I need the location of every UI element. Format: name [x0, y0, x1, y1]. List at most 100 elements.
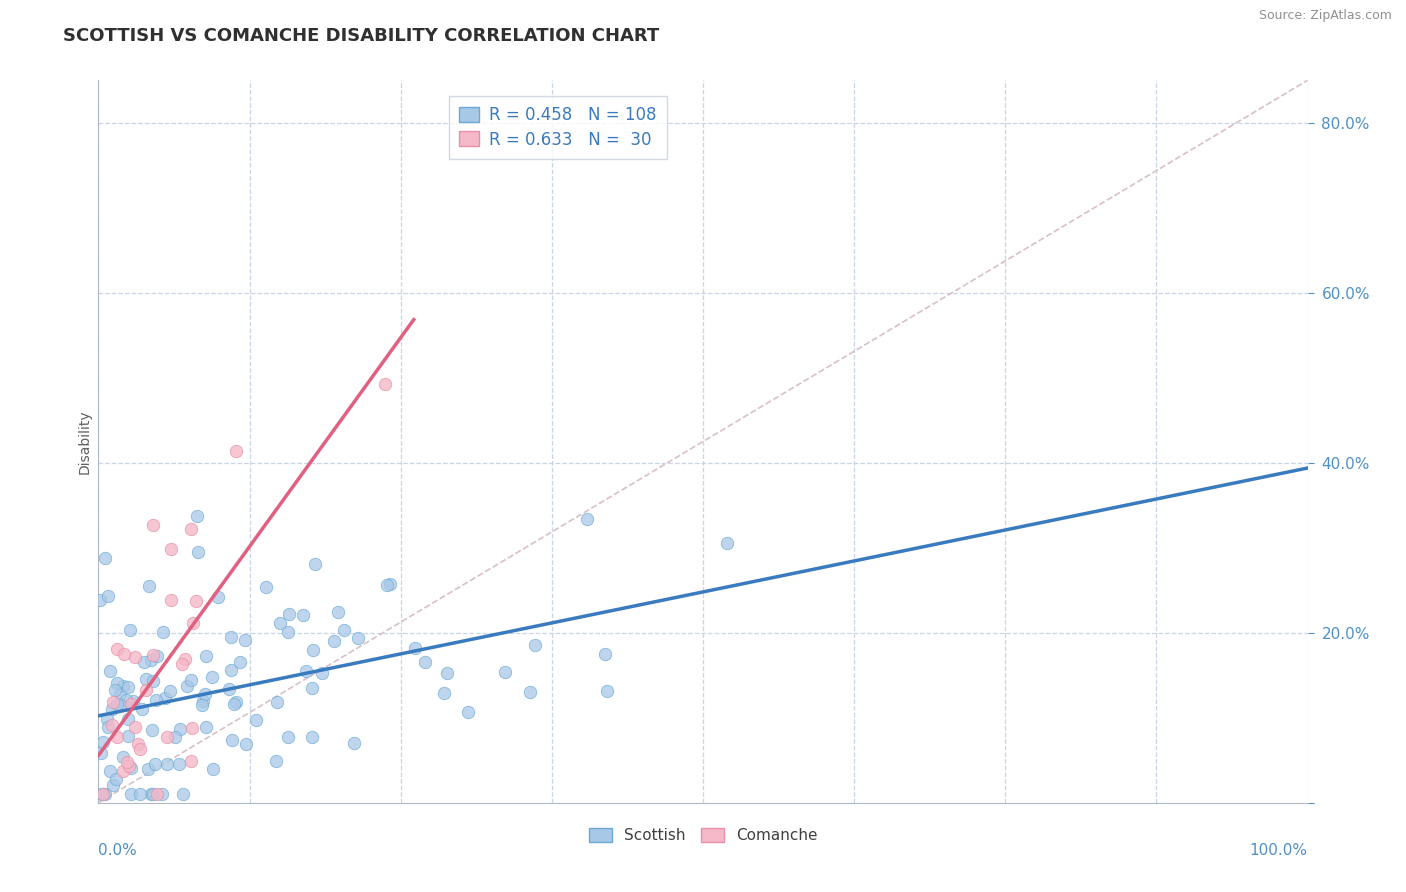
Point — [201, 670, 224, 684]
Point — [184, 594, 207, 608]
Point — [153, 691, 176, 706]
Point — [169, 757, 191, 772]
Point — [105, 675, 128, 690]
Point — [181, 616, 204, 631]
Point — [124, 649, 146, 664]
Point — [91, 787, 114, 801]
Point — [219, 663, 242, 677]
Point — [165, 731, 187, 745]
Point — [225, 443, 247, 458]
Point — [224, 698, 246, 712]
Point — [118, 758, 141, 772]
Point — [122, 693, 145, 707]
Point — [111, 764, 134, 778]
Text: SCOTTISH VS COMANCHE DISABILITY CORRELATION CHART: SCOTTISH VS COMANCHE DISABILITY CORRELAT… — [63, 27, 659, 45]
Point — [343, 736, 366, 750]
Point — [194, 688, 217, 702]
Point — [101, 718, 124, 732]
Point — [91, 787, 114, 801]
Point — [110, 698, 132, 712]
Point — [142, 673, 165, 688]
Point — [304, 558, 326, 572]
Point — [169, 722, 191, 736]
Point — [94, 787, 117, 801]
Point — [433, 686, 456, 700]
Point — [93, 787, 115, 801]
Point — [155, 757, 177, 772]
Point — [172, 787, 194, 801]
Point — [135, 682, 157, 697]
Point — [129, 787, 152, 801]
Point — [194, 649, 217, 664]
Point — [101, 701, 124, 715]
Point — [235, 737, 257, 751]
Point — [266, 695, 288, 709]
Point — [186, 509, 208, 524]
Point — [193, 694, 215, 708]
Point — [291, 607, 314, 622]
Point — [519, 684, 541, 698]
Point — [120, 787, 142, 801]
Point — [218, 681, 240, 696]
Point — [322, 634, 344, 648]
Point — [181, 721, 204, 735]
Point — [105, 730, 128, 744]
Point — [375, 578, 398, 592]
Point — [295, 664, 318, 678]
Point — [145, 787, 167, 801]
Point — [152, 624, 174, 639]
Point — [172, 657, 194, 672]
Point — [180, 673, 202, 687]
Point — [277, 731, 299, 745]
Point — [139, 653, 162, 667]
Point — [131, 702, 153, 716]
Point — [103, 779, 125, 793]
Point — [91, 734, 114, 748]
Point — [245, 713, 267, 727]
Point — [105, 642, 128, 657]
Legend: Scottish, Comanche: Scottish, Comanche — [582, 822, 824, 849]
Point — [97, 589, 120, 603]
Point — [117, 729, 139, 743]
Point — [145, 649, 167, 664]
Point — [593, 648, 616, 662]
Point — [596, 684, 619, 698]
Point — [225, 695, 247, 709]
Point — [277, 625, 299, 640]
Point — [105, 697, 128, 711]
Point — [202, 762, 225, 776]
Point — [141, 723, 163, 737]
Point — [494, 665, 516, 679]
Point — [110, 687, 132, 701]
Point — [145, 693, 167, 707]
Point — [404, 641, 426, 656]
Point — [269, 615, 291, 630]
Text: 100.0%: 100.0% — [1250, 843, 1308, 857]
Point — [117, 713, 139, 727]
Point — [135, 673, 157, 687]
Point — [89, 593, 111, 607]
Point — [129, 742, 152, 756]
Point — [139, 787, 162, 801]
Point — [159, 542, 181, 557]
Point — [221, 732, 243, 747]
Point — [328, 605, 350, 619]
Point — [159, 683, 181, 698]
Point — [142, 518, 165, 533]
Point — [105, 772, 128, 786]
Point — [457, 706, 479, 720]
Point — [127, 737, 149, 751]
Point — [112, 648, 135, 662]
Text: Source: ZipAtlas.com: Source: ZipAtlas.com — [1258, 9, 1392, 22]
Point — [233, 632, 256, 647]
Point — [98, 764, 121, 778]
Point — [301, 730, 323, 744]
Point — [152, 787, 174, 801]
Point — [195, 720, 218, 734]
Point — [254, 581, 277, 595]
Point — [138, 762, 160, 776]
Point — [101, 695, 124, 709]
Point — [301, 681, 323, 696]
Point — [138, 579, 160, 593]
Point — [94, 551, 117, 566]
